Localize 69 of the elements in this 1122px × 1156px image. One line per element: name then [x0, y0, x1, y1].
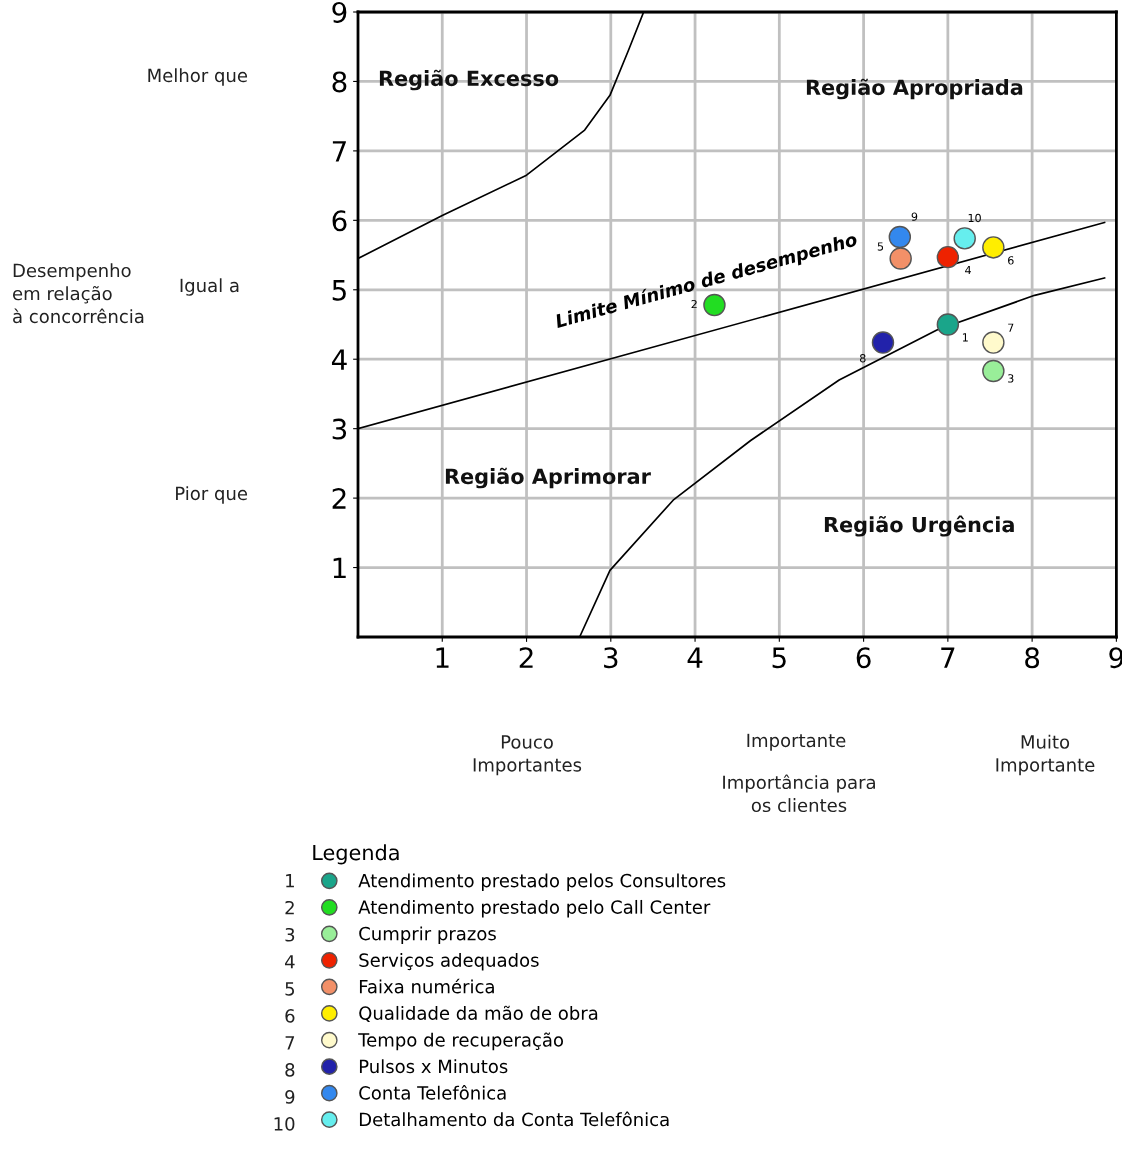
legend-label: Serviços adequados: [359, 952, 539, 971]
text: 6: [285, 1009, 295, 1023]
legend-label: Qualidade da mão de obra: [359, 1005, 598, 1022]
x-tick-label: 8: [1025, 647, 1040, 669]
annotation: 9: [911, 212, 918, 221]
legend-label: Cumprir prazos: [359, 926, 496, 944]
annotation: Região Excesso: [379, 69, 559, 91]
annotation: Região Aprimorar: [445, 467, 651, 489]
legend-label: Atendimento prestado pelo Call Center: [358, 899, 711, 918]
y-tick-label: 4: [331, 349, 347, 370]
text: Pior que: [176, 486, 248, 504]
x-tick-label: 5: [772, 647, 786, 669]
point: [703, 293, 726, 317]
y-tick-label: 9: [332, 1, 347, 23]
text: 1: [286, 874, 294, 888]
text: Igual a: [180, 278, 239, 296]
annotation: 5: [877, 242, 884, 251]
legend-label: Atendimento prestado pelos Consultores: [358, 873, 726, 891]
legend-label: Detalhamento da Conta Telefônica: [359, 1111, 669, 1127]
legend-label: Pulsos x Minutos: [359, 1059, 508, 1074]
point: [871, 331, 895, 354]
x-tick-label: 7: [941, 647, 955, 668]
text: 3: [285, 927, 295, 942]
text: Muito Importante: [996, 734, 1095, 776]
point: [982, 359, 1005, 383]
text: Importância para os clientes: [723, 774, 875, 813]
annotation: 8: [859, 354, 866, 363]
text: 9: [285, 1090, 295, 1104]
x-tick-label: 3: [604, 647, 618, 669]
annotation: 6: [1008, 256, 1014, 265]
text: 5: [285, 982, 295, 996]
annotation: 4: [965, 265, 971, 275]
annotation: 1: [962, 333, 968, 342]
x-tick-label: 2: [519, 647, 533, 668]
annotation: 3: [1008, 374, 1014, 383]
text: 4: [285, 955, 295, 969]
y-tick-label: 3: [332, 418, 347, 440]
legend-label: Faixa numérica: [359, 978, 494, 994]
point: [888, 225, 912, 249]
x-tick-label: 6: [856, 647, 871, 669]
y-tick-label: 2: [332, 488, 346, 509]
point: [982, 236, 1005, 259]
point: [889, 247, 912, 270]
text: Pouco Importantes: [473, 735, 582, 776]
point: [936, 313, 960, 336]
point: [953, 227, 976, 250]
annotation: Região Apropriada: [806, 78, 1023, 100]
text: Desempenho em relação à concorrência: [13, 263, 144, 324]
x-tick-label: 1: [436, 647, 449, 668]
legend-label: Tempo de recuperação: [358, 1032, 564, 1051]
annotation: 7: [1008, 323, 1014, 332]
text: 2: [285, 900, 294, 915]
point: [982, 331, 1005, 354]
y-tick-label: 6: [332, 210, 347, 232]
y-tick-label: 7: [332, 141, 346, 162]
annotation: 10: [968, 213, 981, 223]
y-tick-label: 8: [332, 71, 347, 93]
annotation: Região Urgência: [824, 515, 1014, 537]
text: 10: [274, 1117, 295, 1131]
point: [936, 245, 960, 269]
text: Melhor que: [148, 68, 248, 86]
legend-title: Legenda: [313, 844, 399, 865]
text: 7: [285, 1036, 295, 1050]
x-tick-label: 4: [687, 647, 703, 668]
legend-label: Conta Telefônica: [359, 1085, 506, 1100]
text: Importante: [747, 733, 846, 751]
text: 8: [285, 1063, 295, 1077]
y-tick-label: 1: [333, 557, 346, 579]
y-tick-label: 5: [332, 280, 346, 301]
